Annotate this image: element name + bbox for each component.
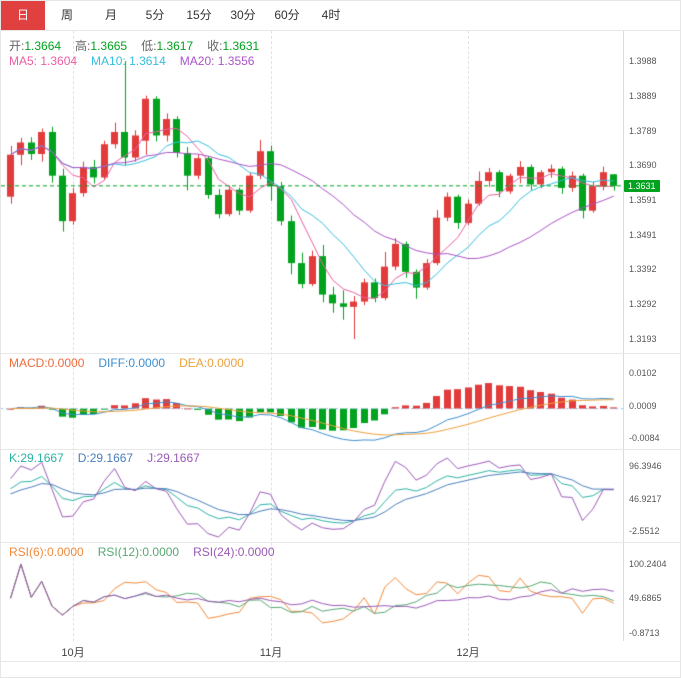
kdj-panel-canvas[interactable] [1, 449, 623, 542]
ma-item: MA10: 1.3614 [91, 54, 166, 68]
rsi-value: RSI(12):0.0000 [97, 545, 180, 559]
ohlc-item: 高:1.3665 [75, 39, 128, 53]
ohlc-item: 开:1.3664 [9, 39, 62, 53]
kdj-axis-label: 96.3946 [629, 461, 662, 471]
price-axis-label: 1.3193 [629, 334, 657, 344]
kdj-value: J:29.1667 [147, 451, 200, 465]
macd-axis-label: 0.0102 [629, 368, 657, 378]
price-axis-label: 1.3392 [629, 264, 657, 275]
macd-readout: MACD:0.0000 DIFF:0.0000 DEA:0.0000 [9, 356, 258, 370]
kdj-axis-label: 46.9217 [629, 493, 662, 504]
price-axis-label: 1.3889 [629, 90, 657, 101]
time-axis-label: 11月 [259, 647, 283, 659]
period-tab-3[interactable]: 5分 [145, 8, 165, 22]
rsi-value: RSI(6):0.0000 [9, 545, 84, 559]
period-tab-7[interactable]: 4时 [321, 8, 341, 22]
macd-axis-label: -0.0084 [629, 433, 660, 443]
ohlc-item: 低:1.3617 [141, 39, 194, 53]
period-toolbar: 日 周 月 5分 15分 30分 60分 4时 [1, 1, 680, 31]
price-axis-label: 1.3292 [629, 299, 657, 310]
time-axis: 10月 11月 12月 [1, 641, 680, 662]
candlestick-chart-canvas[interactable] [1, 31, 623, 353]
price-axis-label: 1.3789 [629, 125, 657, 136]
ma-readout: MA5: 1.3604 MA10: 1.3614 MA20: 1.3556 [9, 54, 268, 68]
price-axis: 1.3988 1.3889 1.3789 1.3690 1.3591 1.3491 1.33… [623, 31, 680, 641]
time-axis-label: 10月 [61, 647, 85, 659]
price-axis-label: 1.3988 [629, 56, 657, 66]
period-tab-2[interactable]: 月 [104, 8, 117, 22]
macd-value: MACD:0.0000 [9, 356, 85, 370]
kdj-value: D:29.1667 [77, 451, 134, 465]
kdj-value: K:29.1667 [9, 451, 64, 465]
period-tab-6[interactable]: 60分 [274, 8, 300, 22]
panel-divider [1, 542, 680, 543]
rsi-axis-label: 49.6865 [629, 593, 662, 604]
rsi-readout: RSI(6):0.0000 RSI(12):0.0000 RSI(24):0.000… [9, 545, 289, 559]
time-axis-label: 12月 [456, 647, 480, 659]
rsi-axis-label: -0.8713 [629, 628, 660, 638]
period-tab-5[interactable]: 30分 [230, 8, 256, 22]
panel-divider [1, 449, 680, 450]
ohlc-item: 收:1.3631 [207, 39, 260, 53]
macd-panel-canvas[interactable] [1, 353, 623, 449]
period-tab-1[interactable]: 周 [60, 8, 73, 22]
panel-divider [1, 353, 680, 354]
price-axis-label: 1.3591 [629, 194, 657, 205]
rsi-axis-label: 100.2404 [629, 559, 667, 569]
macd-value: DEA:0.0000 [179, 356, 244, 370]
kdj-axis-label: -2.5512 [629, 526, 660, 536]
current-price-badge: 1.3631 [624, 179, 660, 192]
period-tab-0[interactable]: 日 [1, 1, 45, 30]
period-tab-4[interactable]: 15分 [186, 8, 212, 22]
ma-item: MA20: 1.3556 [179, 54, 255, 68]
ma-item: MA5: 1.3604 [9, 54, 78, 68]
price-axis-label: 1.3491 [629, 229, 657, 240]
macd-value: DIFF:0.0000 [98, 356, 166, 370]
price-axis-label: 1.3690 [629, 160, 657, 171]
ohlc-readout: 开:1.3664 高:1.3665 低:1.3617 收:1.3631 [9, 37, 273, 54]
rsi-value: RSI(24):0.0000 [193, 545, 275, 559]
rsi-panel-canvas[interactable] [1, 542, 623, 641]
macd-axis-label: 0.0009 [629, 400, 657, 411]
kdj-readout: K:29.1667 D:29.1667 J:29.1667 [9, 451, 214, 465]
